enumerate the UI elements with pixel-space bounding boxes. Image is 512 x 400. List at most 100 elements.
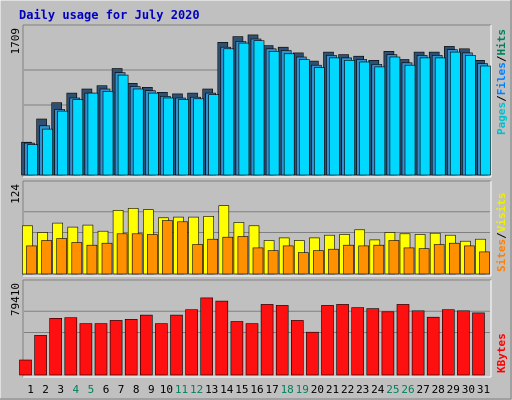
x-tick-label-26: 26 (401, 383, 414, 396)
bar-pages-31 (480, 65, 491, 176)
bar-sites-18 (282, 245, 294, 275)
bar-sites-21 (328, 248, 339, 275)
bar-kbytes-13 (200, 297, 213, 376)
bar-sites-24 (373, 244, 385, 275)
x-tick-label-28: 28 (432, 383, 445, 396)
bar-kbytes-6 (94, 323, 108, 376)
bar-sites-2 (41, 240, 52, 275)
legend-entry: Visits (495, 193, 508, 233)
y-max-label: 124 (9, 184, 22, 204)
bar-pages-3 (57, 110, 69, 176)
legend-entry: / (495, 95, 508, 102)
bar-pages-14 (223, 48, 235, 176)
bar-sites-25 (388, 240, 400, 275)
bar-pages-29 (449, 51, 461, 176)
bar-kbytes-26 (396, 304, 410, 376)
bar-sites-19 (297, 252, 309, 275)
bar-kbytes-12 (185, 309, 198, 376)
chart-title: Daily usage for July 2020 (19, 8, 200, 22)
bar-kbytes-14 (215, 300, 229, 376)
bar-sites-28 (433, 244, 445, 275)
bar-sites-29 (448, 242, 460, 275)
bar-pages-15 (238, 42, 250, 176)
bar-sites-31 (479, 251, 490, 275)
x-tick-label-21: 21 (326, 383, 339, 396)
bar-kbytes-15 (230, 321, 244, 376)
bar-kbytes-11 (170, 314, 183, 376)
bar-kbytes-24 (366, 308, 380, 376)
x-tick-label-10: 10 (160, 383, 173, 396)
bar-sites-11 (177, 221, 188, 275)
bar-pages-9 (148, 92, 159, 176)
legend-entry: Pages (495, 102, 508, 135)
legend-entry: KBytes (495, 333, 508, 373)
bar-sites-22 (343, 244, 354, 275)
bar-sites-3 (56, 238, 68, 275)
bar-pages-25 (389, 56, 401, 176)
x-tick-label-2: 2 (42, 383, 49, 396)
x-tick-label-13: 13 (205, 383, 218, 396)
x-tick-label-24: 24 (371, 383, 385, 396)
x-tick-label-16: 16 (250, 383, 263, 396)
bar-pages-30 (465, 55, 476, 176)
panel-legend: Sites/Visits (495, 193, 508, 273)
bar-pages-19 (298, 59, 310, 176)
bar-kbytes-27 (411, 310, 425, 376)
panel-legend: KBytes (495, 333, 508, 373)
legend-entry: Sites (495, 239, 508, 272)
bar-sites-26 (403, 247, 415, 275)
bar-pages-17 (268, 50, 280, 176)
x-tick-label-3: 3 (57, 383, 64, 396)
x-axis: 1 2 3 4 5 6 7 8 9 10 11 12 13 14 15 16 17 18 19 20 21 22 23 24 2… (27, 383, 490, 396)
bar-kbytes-30 (457, 310, 470, 376)
bar-sites-6 (101, 242, 113, 275)
bar-pages-8 (132, 88, 144, 176)
panel-kbytes: 79410 KBytes (9, 279, 508, 378)
x-tick-label-29: 29 (447, 383, 460, 396)
series-kbytes (19, 297, 485, 376)
bar-pages-1 (27, 144, 38, 176)
bar-kbytes-4 (64, 317, 78, 376)
bar-sites-9 (147, 234, 158, 275)
bar-pages-21 (329, 57, 340, 176)
chart-panels: 1709Pages/Files/Hits124Sites/Visits79410… (9, 24, 508, 378)
bar-pages-7 (117, 74, 129, 176)
bar-sites-20 (313, 250, 324, 275)
x-tick-label-31: 31 (477, 383, 490, 396)
bar-pages-22 (344, 59, 355, 176)
bar-sites-1 (26, 245, 37, 275)
bar-kbytes-5 (79, 323, 93, 376)
bar-kbytes-17 (260, 304, 274, 376)
bar-pages-12 (193, 98, 204, 176)
bar-pages-6 (102, 91, 114, 176)
bar-sites-27 (418, 248, 430, 275)
bar-kbytes-10 (155, 323, 168, 376)
bar-pages-11 (178, 99, 189, 176)
bar-kbytes-20 (306, 331, 319, 376)
x-tick-label-27: 27 (416, 383, 429, 396)
x-tick-label-30: 30 (462, 383, 475, 396)
x-tick-label-12: 12 (190, 383, 203, 396)
x-tick-label-1: 1 (27, 383, 34, 396)
bar-sites-16 (252, 247, 264, 275)
bar-kbytes-9 (140, 314, 153, 376)
x-tick-label-20: 20 (311, 383, 324, 396)
panel-legend: Pages/Files/Hits (495, 29, 508, 135)
bar-pages-24 (374, 66, 386, 176)
bar-pages-23 (359, 61, 371, 176)
bar-kbytes-3 (49, 317, 63, 376)
bar-kbytes-18 (275, 305, 289, 376)
x-tick-label-19: 19 (296, 383, 309, 396)
bar-sites-15 (237, 236, 249, 275)
y-max-label: 79410 (9, 283, 22, 316)
bar-kbytes-19 (290, 320, 304, 376)
bar-kbytes-1 (19, 359, 32, 376)
bar-kbytes-16 (245, 323, 259, 376)
legend-entry: Hits (495, 29, 508, 56)
bar-pages-18 (283, 53, 295, 176)
x-tick-label-18: 18 (281, 383, 294, 396)
bar-pages-28 (434, 57, 446, 176)
bar-sites-14 (222, 236, 234, 275)
bar-sites-30 (464, 245, 475, 275)
